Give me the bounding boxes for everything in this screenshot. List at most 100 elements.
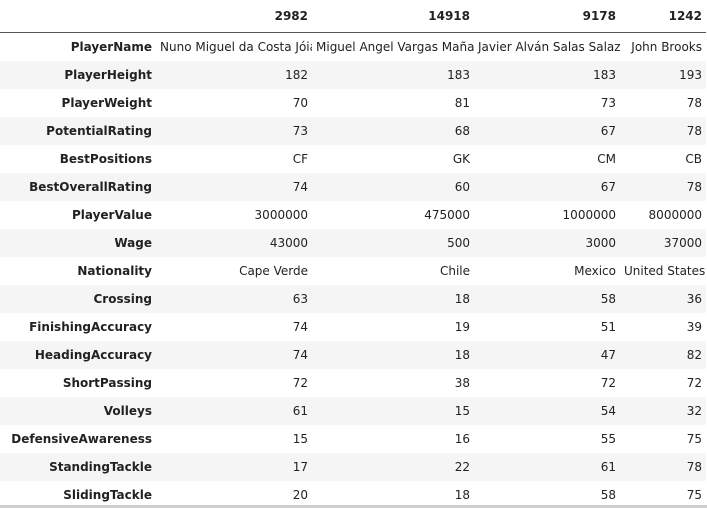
table-cell: 72 (156, 369, 312, 397)
table-cell: 74 (156, 313, 312, 341)
table-cell: 15 (312, 397, 474, 425)
table-cell: CB (620, 145, 706, 173)
table-row: Wage 43000 500 3000 37000 (0, 229, 706, 257)
table-cell: 78 (620, 173, 706, 201)
table-row: BestPositions CF GK CM CB (0, 145, 706, 173)
row-label: Wage (0, 229, 156, 257)
table-header: 2982 14918 9178 1242 (0, 0, 706, 33)
table-cell: Nuno Miguel da Costa Jóia (156, 33, 312, 62)
table-cell: 32 (620, 397, 706, 425)
table-cell: 67 (474, 117, 620, 145)
table-row: Crossing 63 18 58 36 (0, 285, 706, 313)
table-cell: 78 (620, 453, 706, 481)
table-cell: 68 (312, 117, 474, 145)
table-cell: 3000 (474, 229, 620, 257)
table-cell: 8000000 (620, 201, 706, 229)
table-row: FinishingAccuracy 74 19 51 39 (0, 313, 706, 341)
table-cell: GK (312, 145, 474, 173)
table-cell: 183 (312, 61, 474, 89)
table-cell: 61 (156, 397, 312, 425)
row-label: HeadingAccuracy (0, 341, 156, 369)
column-header: 9178 (474, 0, 620, 33)
table-cell: 475000 (312, 201, 474, 229)
table-cell: 36 (620, 285, 706, 313)
table-cell: 22 (312, 453, 474, 481)
table-cell: 16 (312, 425, 474, 453)
table-row: PlayerWeight 70 81 73 78 (0, 89, 706, 117)
row-label: PotentialRating (0, 117, 156, 145)
table-cell: Mexico (474, 257, 620, 285)
header-row: 2982 14918 9178 1242 (0, 0, 706, 33)
table-cell: 43000 (156, 229, 312, 257)
table-row: BestOverallRating 74 60 67 78 (0, 173, 706, 201)
table-cell: 193 (620, 61, 706, 89)
table-cell: 182 (156, 61, 312, 89)
table-cell: 67 (474, 173, 620, 201)
row-label: BestOverallRating (0, 173, 156, 201)
table-cell: 73 (156, 117, 312, 145)
table-cell: John Brooks (620, 33, 706, 62)
table-row: StandingTackle 17 22 61 78 (0, 453, 706, 481)
table-cell: 78 (620, 89, 706, 117)
table-cell: 81 (312, 89, 474, 117)
table-cell: 500 (312, 229, 474, 257)
table-row: PlayerHeight 182 183 183 193 (0, 61, 706, 89)
row-label: PlayerWeight (0, 89, 156, 117)
table-cell: 17 (156, 453, 312, 481)
row-label: ShortPassing (0, 369, 156, 397)
table-cell: 70 (156, 89, 312, 117)
table-cell: 63 (156, 285, 312, 313)
table-cell: 61 (474, 453, 620, 481)
table-row: ShortPassing 72 38 72 72 (0, 369, 706, 397)
row-label: BestPositions (0, 145, 156, 173)
table-cell: Cape Verde (156, 257, 312, 285)
table-cell: 54 (474, 397, 620, 425)
table-row: PlayerName Nuno Miguel da Costa Jóia Mig… (0, 33, 706, 62)
table-cell: 37000 (620, 229, 706, 257)
table-cell: 38 (312, 369, 474, 397)
table-cell: 19 (312, 313, 474, 341)
table-cell: 82 (620, 341, 706, 369)
table-cell: 74 (156, 341, 312, 369)
table-cell: 47 (474, 341, 620, 369)
table-row: PlayerValue 3000000 475000 1000000 80000… (0, 201, 706, 229)
table-cell: 51 (474, 313, 620, 341)
header-corner (0, 0, 156, 33)
row-label: PlayerValue (0, 201, 156, 229)
table-cell: 3000000 (156, 201, 312, 229)
table-cell: Javier Alván Salas Salazar (474, 33, 620, 62)
table-cell: CF (156, 145, 312, 173)
table-cell: 60 (312, 173, 474, 201)
table-cell: United States (620, 257, 706, 285)
row-label: PlayerName (0, 33, 156, 62)
column-header: 14918 (312, 0, 474, 33)
table-cell: 15 (156, 425, 312, 453)
table-cell: 74 (156, 173, 312, 201)
table-body: PlayerName Nuno Miguel da Costa Jóia Mig… (0, 33, 706, 509)
table-cell: 55 (474, 425, 620, 453)
table-cell: 78 (620, 117, 706, 145)
row-label: StandingTackle (0, 453, 156, 481)
table-row: Nationality Cape Verde Chile Mexico Unit… (0, 257, 706, 285)
table-cell: 75 (620, 425, 706, 453)
row-label: FinishingAccuracy (0, 313, 156, 341)
row-label: Volleys (0, 397, 156, 425)
table-cell: 18 (312, 285, 474, 313)
table-cell: CM (474, 145, 620, 173)
table-cell: 73 (474, 89, 620, 117)
table-cell: 1000000 (474, 201, 620, 229)
table-cell: Chile (312, 257, 474, 285)
table-row: DefensiveAwareness 15 16 55 75 (0, 425, 706, 453)
table-row: Volleys 61 15 54 32 (0, 397, 706, 425)
table-cell: 18 (312, 341, 474, 369)
row-label: Crossing (0, 285, 156, 313)
table-cell: Miguel Angel Vargas Mañan (312, 33, 474, 62)
table-cell: 72 (620, 369, 706, 397)
table-cell: 58 (474, 285, 620, 313)
row-label: DefensiveAwareness (0, 425, 156, 453)
row-label: PlayerHeight (0, 61, 156, 89)
table-cell: 39 (620, 313, 706, 341)
column-header: 1242 (620, 0, 706, 33)
